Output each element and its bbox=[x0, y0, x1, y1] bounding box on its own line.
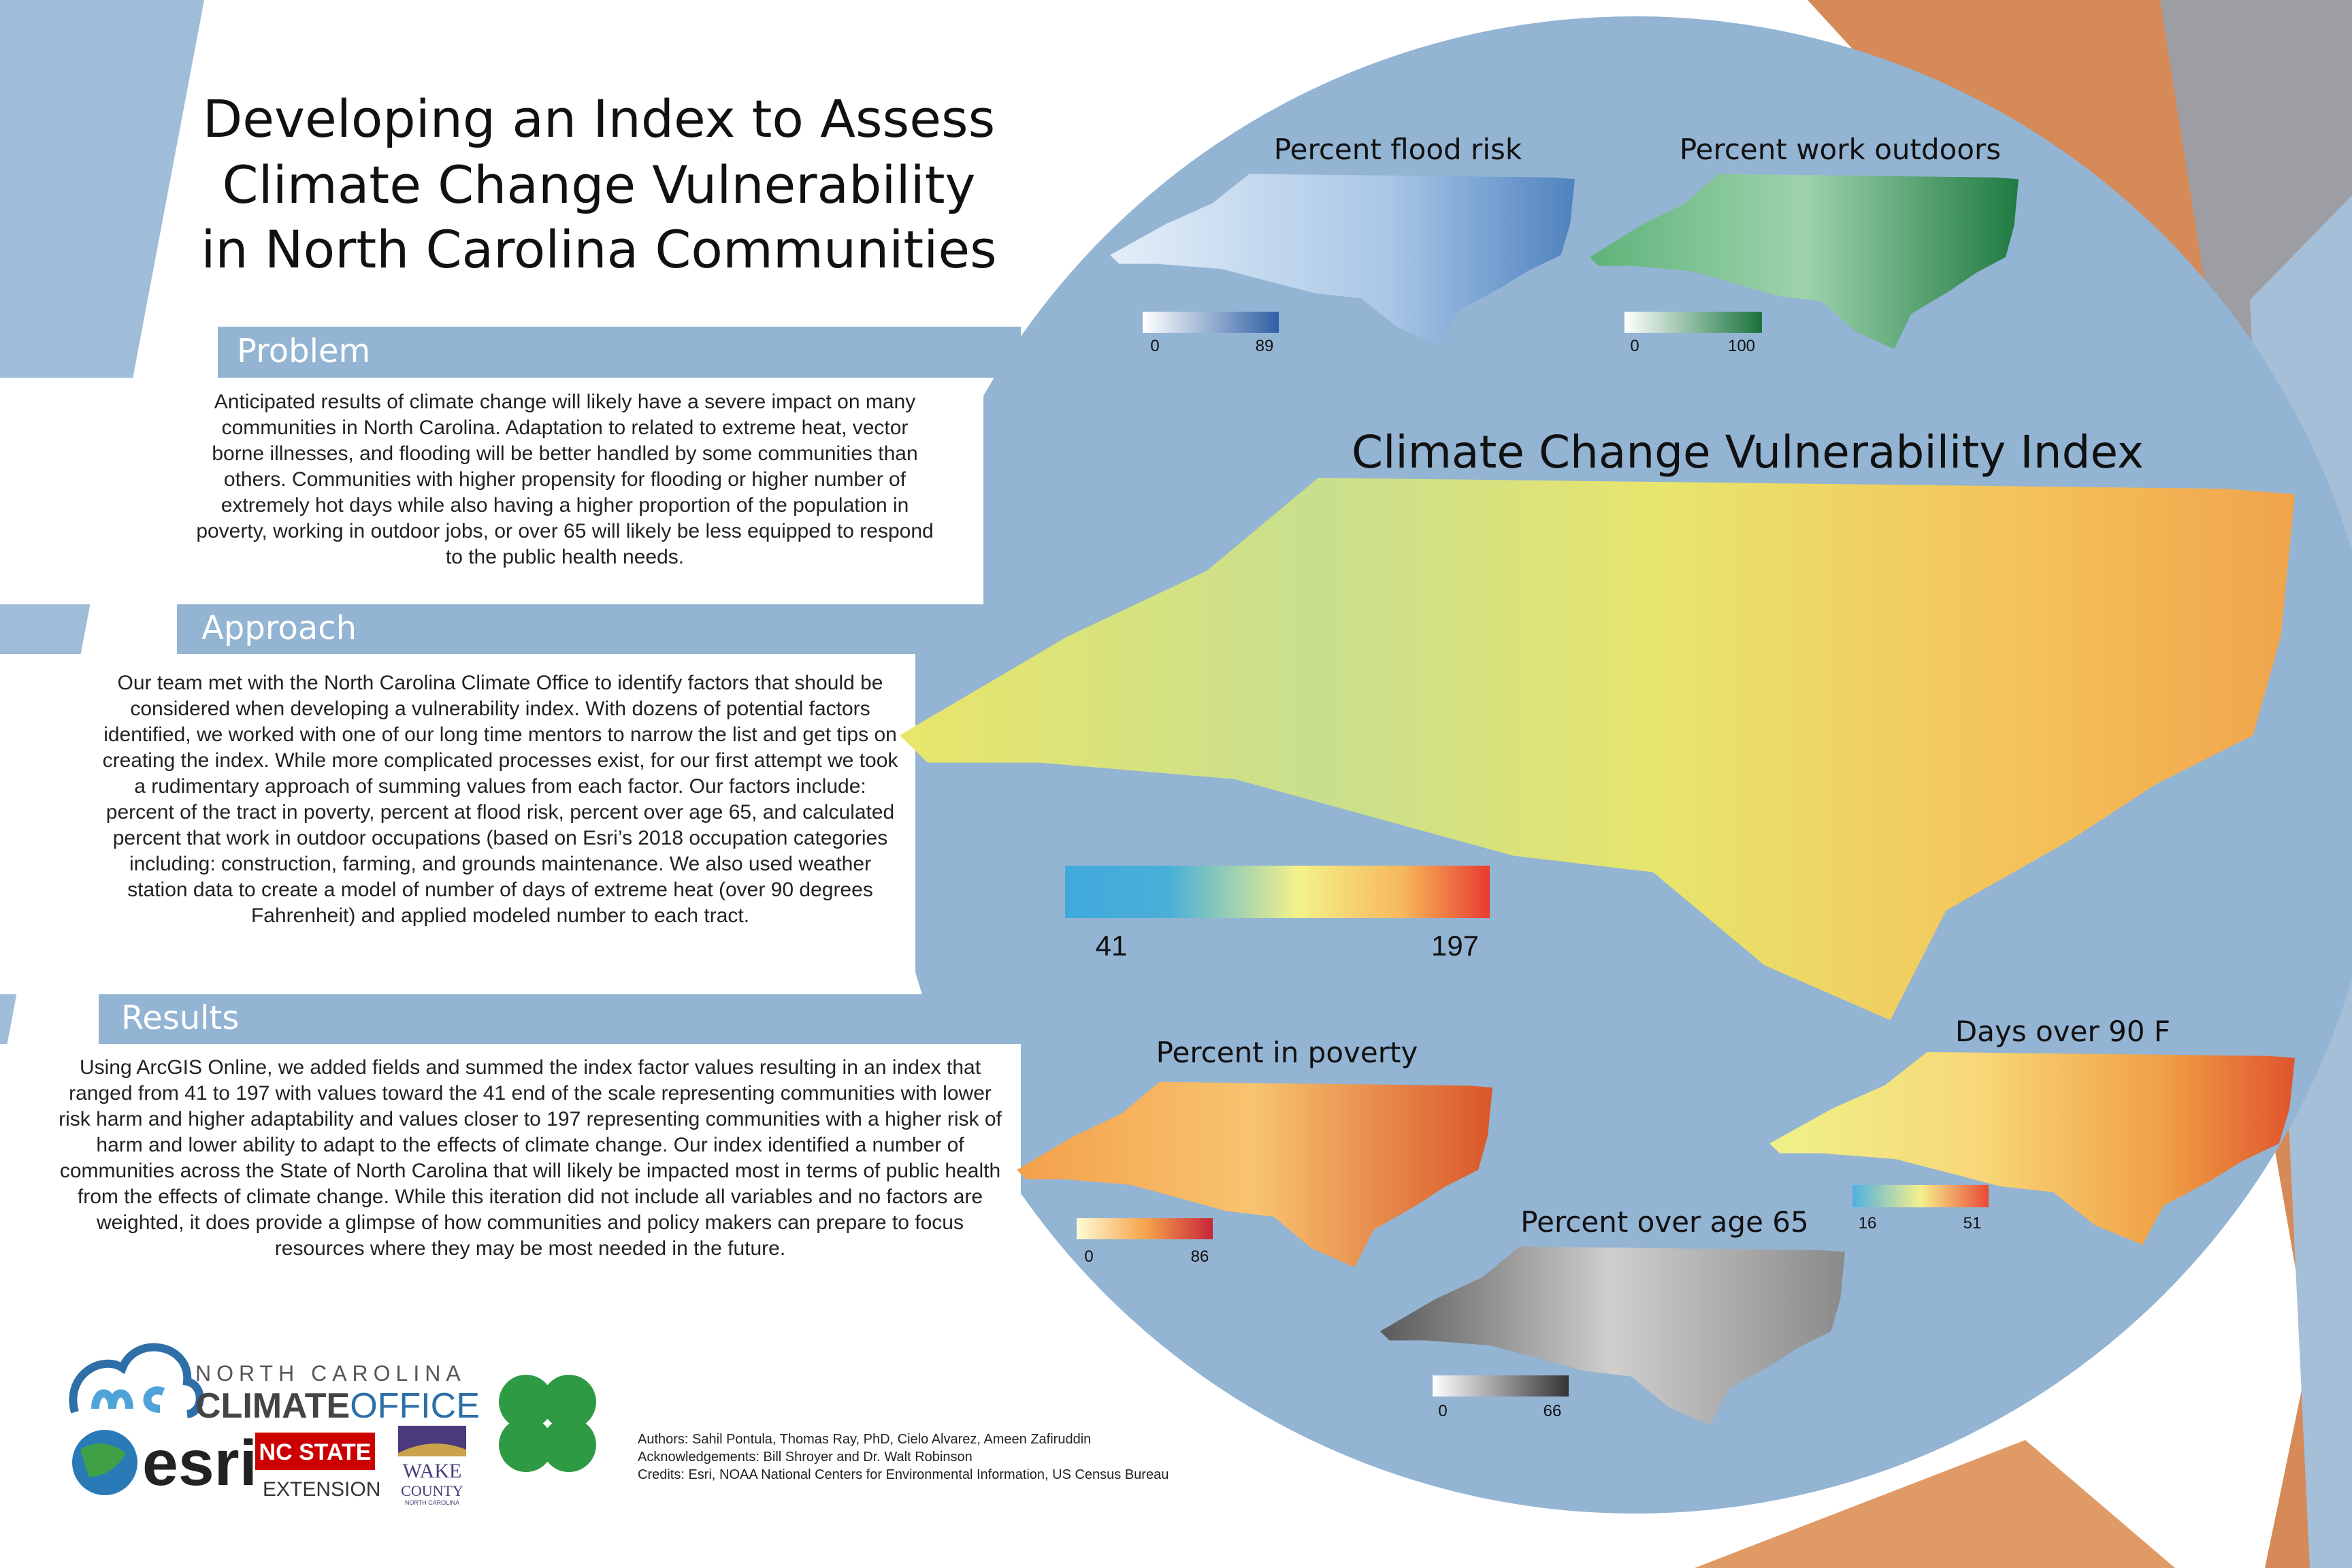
heading-bar bbox=[99, 994, 1021, 1044]
legend-label: 0 bbox=[1630, 337, 1639, 355]
logo-text: COUNTY bbox=[401, 1482, 463, 1499]
legend-label: 16 bbox=[1858, 1214, 1877, 1232]
text-panel bbox=[0, 378, 983, 604]
wake-logo bbox=[398, 1426, 466, 1456]
map-title: Days over 90 F bbox=[1955, 1015, 2171, 1048]
bottom-orange bbox=[1695, 1440, 2175, 1568]
logo-text: CLIMATEOFFICE bbox=[195, 1386, 480, 1426]
credit-line: Authors: Sahil Pontula, Thomas Ray, PhD,… bbox=[638, 1432, 1092, 1447]
legend-bar bbox=[1852, 1185, 1989, 1207]
legend-label: 89 bbox=[1255, 337, 1274, 355]
legend-label: 51 bbox=[1963, 1214, 1982, 1232]
map-title: Percent work outdoors bbox=[1679, 133, 2002, 166]
legend-label: 86 bbox=[1190, 1247, 1209, 1266]
legend-label: 0 bbox=[1084, 1247, 1094, 1266]
legend-label: 0 bbox=[1150, 337, 1160, 355]
logo-text: EXTENSION bbox=[263, 1478, 381, 1501]
logo-text: CLIMATE bbox=[195, 1386, 350, 1426]
map-title: Percent over age 65 bbox=[1520, 1205, 1809, 1239]
legend-label: 66 bbox=[1543, 1402, 1562, 1420]
legend-bar bbox=[1433, 1375, 1569, 1396]
logo-text: NORTH CAROLINA bbox=[195, 1361, 466, 1386]
section-body: Anticipated results of climate change wi… bbox=[196, 391, 934, 568]
section-body: Our team met with the North Carolina Cli… bbox=[102, 672, 898, 927]
section-heading: Approach bbox=[201, 609, 357, 647]
climate-office-logo bbox=[69, 1343, 204, 1418]
title-line: Developing an Index to Assess bbox=[202, 88, 996, 149]
credit-line: Credits: Esri, NOAA National Centers for… bbox=[638, 1467, 1169, 1482]
4h-logo bbox=[499, 1375, 596, 1472]
legend-bar bbox=[1143, 312, 1279, 333]
map-title: Percent flood risk bbox=[1273, 133, 1522, 166]
title-line: in North Carolina Communities bbox=[201, 219, 997, 280]
logo-text: NORTH CAROLINA bbox=[404, 1499, 460, 1506]
legend-label: 41 bbox=[1095, 930, 1128, 962]
heading-bar bbox=[218, 327, 1021, 378]
legend-bar bbox=[1077, 1218, 1213, 1239]
text-panel bbox=[0, 654, 915, 994]
title-line: Climate Change Vulnerability bbox=[222, 154, 976, 215]
legend-bar bbox=[1624, 312, 1762, 333]
map-title: Percent in poverty bbox=[1156, 1036, 1418, 1069]
logo-text: OFFICE bbox=[350, 1386, 480, 1426]
text-panel bbox=[0, 1044, 1021, 1316]
section-body: Using ArcGIS Online, we added fields and… bbox=[59, 1056, 1002, 1260]
legend-label: 0 bbox=[1438, 1402, 1448, 1420]
legend-bar bbox=[1065, 866, 1490, 918]
logo-text: WAKE bbox=[402, 1460, 462, 1482]
legend-label: 197 bbox=[1431, 930, 1480, 962]
main-map-title: Climate Change Vulnerability Index bbox=[1352, 426, 2144, 478]
logo-text: esri bbox=[142, 1427, 258, 1499]
logo-text: NC STATE bbox=[259, 1439, 372, 1465]
section-heading: Results bbox=[121, 999, 240, 1037]
section-heading: Problem bbox=[237, 332, 371, 370]
credit-line: Acknowledgements: Bill Shroyer and Dr. W… bbox=[638, 1450, 973, 1465]
ncstate-box bbox=[255, 1433, 375, 1470]
esri-logo bbox=[72, 1430, 137, 1495]
heading-bar bbox=[177, 604, 915, 654]
legend-label: 100 bbox=[1727, 337, 1756, 355]
